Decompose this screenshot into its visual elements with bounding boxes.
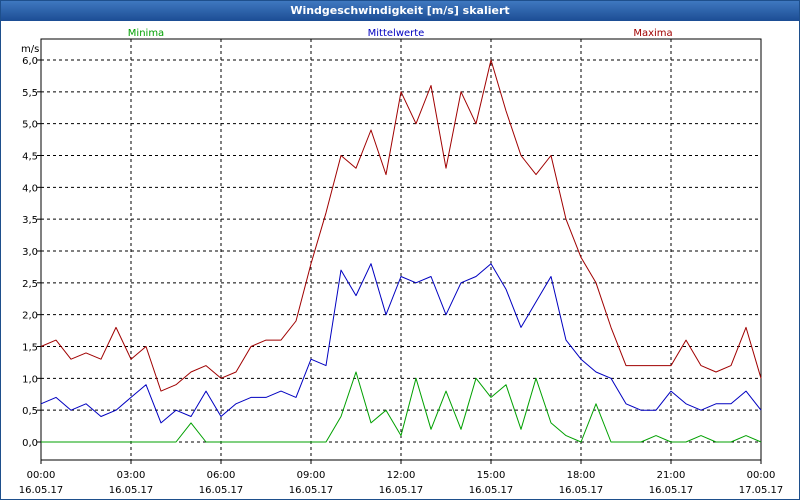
x-tick-time-label: 21:00 [657, 470, 686, 481]
x-tick-time-label: 15:00 [477, 470, 506, 481]
line-chart: 0,0 0,5 1,0 1,5 2,0 2,5 3,0 3,5 4,0 4,5 5,0 5,5 6,0 0… [19, 28, 784, 496]
y-tick-label: 5,0 [22, 120, 38, 131]
y-tick-label: 2,0 [22, 311, 38, 322]
x-tick-time-label: 00:00 [747, 470, 776, 481]
x-tick-date-label: 16.05.17 [199, 485, 244, 496]
series-line-maxima [40, 59, 762, 392]
y-tick-label: 4,5 [22, 152, 38, 163]
x-tick-date-label: 17.05.17 [739, 485, 784, 496]
y-tick-label: 1,0 [22, 374, 38, 385]
y-tick-label: 3,0 [22, 247, 38, 258]
x-tick-time-label: 00:00 [27, 470, 56, 481]
series-line-mittelwerte [40, 263, 762, 424]
series-line-minima [41, 371, 762, 443]
legend: Minima Mittelwerte Maxima [128, 28, 673, 39]
x-tick-date-label: 16.05.17 [469, 485, 514, 496]
y-axis-label: m/s [21, 44, 39, 55]
y-tick-label: 4,0 [22, 183, 38, 194]
y-tick-label: 5,5 [22, 88, 38, 99]
x-tick-time-label: 03:00 [117, 470, 146, 481]
axis-labels: 0,0 0,5 1,0 1,5 2,0 2,5 3,0 3,5 4,0 4,5 5,0 5,5 6,0 0… [19, 56, 784, 496]
y-tick-label: 0,0 [22, 438, 38, 449]
grid-lines [41, 39, 761, 460]
y-tick-label: 2,5 [22, 279, 38, 290]
legend-entry-maxima: Maxima [633, 28, 672, 39]
x-tick-time-label: 09:00 [297, 470, 326, 481]
y-tick-label: 0,5 [22, 406, 38, 417]
y-tick-label: 3,5 [22, 215, 38, 226]
series-lines [40, 59, 762, 443]
x-tick-date-label: 16.05.17 [109, 485, 154, 496]
legend-entry-minima: Minima [128, 28, 164, 39]
legend-entry-mittelwerte: Mittelwerte [368, 28, 425, 39]
x-tick-date-label: 16.05.17 [289, 485, 334, 496]
x-tick-time-label: 12:00 [387, 470, 416, 481]
x-tick-time-label: 18:00 [567, 470, 596, 481]
x-tick-date-label: 16.05.17 [559, 485, 604, 496]
x-tick-date-label: 16.05.17 [19, 485, 64, 496]
chart-title: Windgeschwindigkeit [m/s] skaliert [1, 1, 799, 21]
x-tick-time-label: 06:00 [207, 470, 236, 481]
x-tick-date-label: 16.05.17 [649, 485, 694, 496]
y-tick-label: 1,5 [22, 343, 38, 354]
x-tick-date-label: 16.05.17 [379, 485, 424, 496]
y-tick-label: 6,0 [22, 56, 38, 67]
